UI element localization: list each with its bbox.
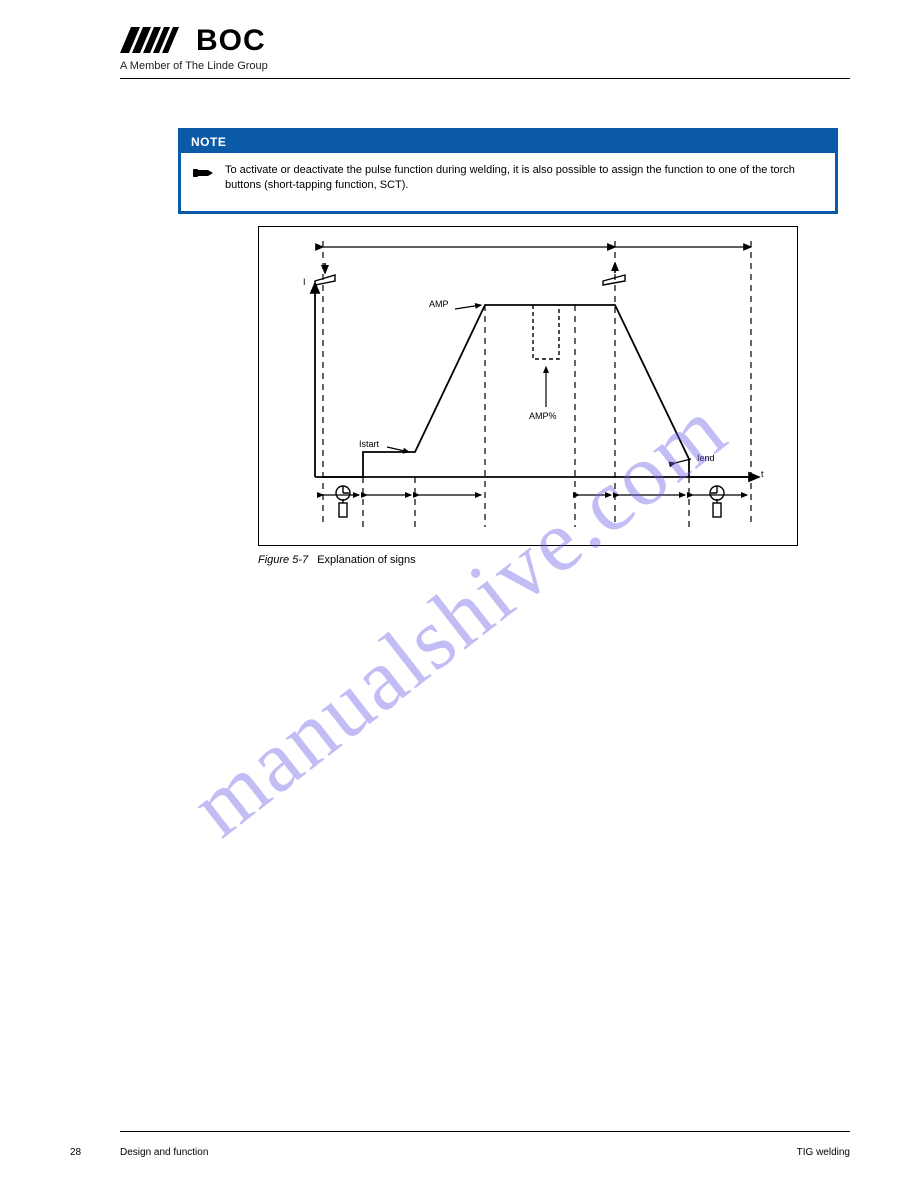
page-number: 28 (70, 1147, 81, 1158)
figure-canvas: I t AMP AMP% Istart Iend (258, 226, 798, 546)
brand-subtitle: A Member of The Linde Group (120, 60, 800, 72)
document-page: BOC A Member of The Linde Group NOTE To … (0, 0, 918, 1188)
label-istart: Istart (359, 439, 379, 449)
axis-label-t: t (761, 469, 764, 479)
note-title: NOTE (191, 135, 226, 149)
footer-left: Design and function (120, 1147, 208, 1158)
figure-number: Figure 5-7 (258, 554, 308, 566)
note-box: NOTE To activate or deactivate the pulse… (178, 128, 838, 214)
page-header: BOC A Member of The Linde Group (120, 24, 800, 72)
page-footer: Design and function TIG welding (120, 1147, 850, 1158)
footer-right: TIG welding (797, 1147, 850, 1158)
figure-caption-text: Explanation of signs (317, 554, 415, 566)
axis-label-i: I (303, 277, 306, 287)
brand-name: BOC (196, 24, 266, 58)
pointing-hand-icon (193, 165, 215, 193)
logo-stripes-icon (120, 27, 190, 58)
label-amp: AMP (429, 299, 449, 309)
note-header: NOTE (181, 131, 835, 153)
label-amp-pct: AMP% (529, 411, 557, 421)
figure-caption: Figure 5-7 Explanation of signs (258, 554, 798, 566)
note-body: To activate or deactivate the pulse func… (181, 153, 835, 211)
footer-rule (120, 1131, 850, 1132)
figure: I t AMP AMP% Istart Iend Figure 5-7 Expl… (258, 226, 798, 566)
label-iend: Iend (697, 453, 715, 463)
brand-logo: BOC (120, 24, 800, 58)
header-rule (120, 78, 850, 79)
note-text: To activate or deactivate the pulse func… (225, 163, 823, 193)
